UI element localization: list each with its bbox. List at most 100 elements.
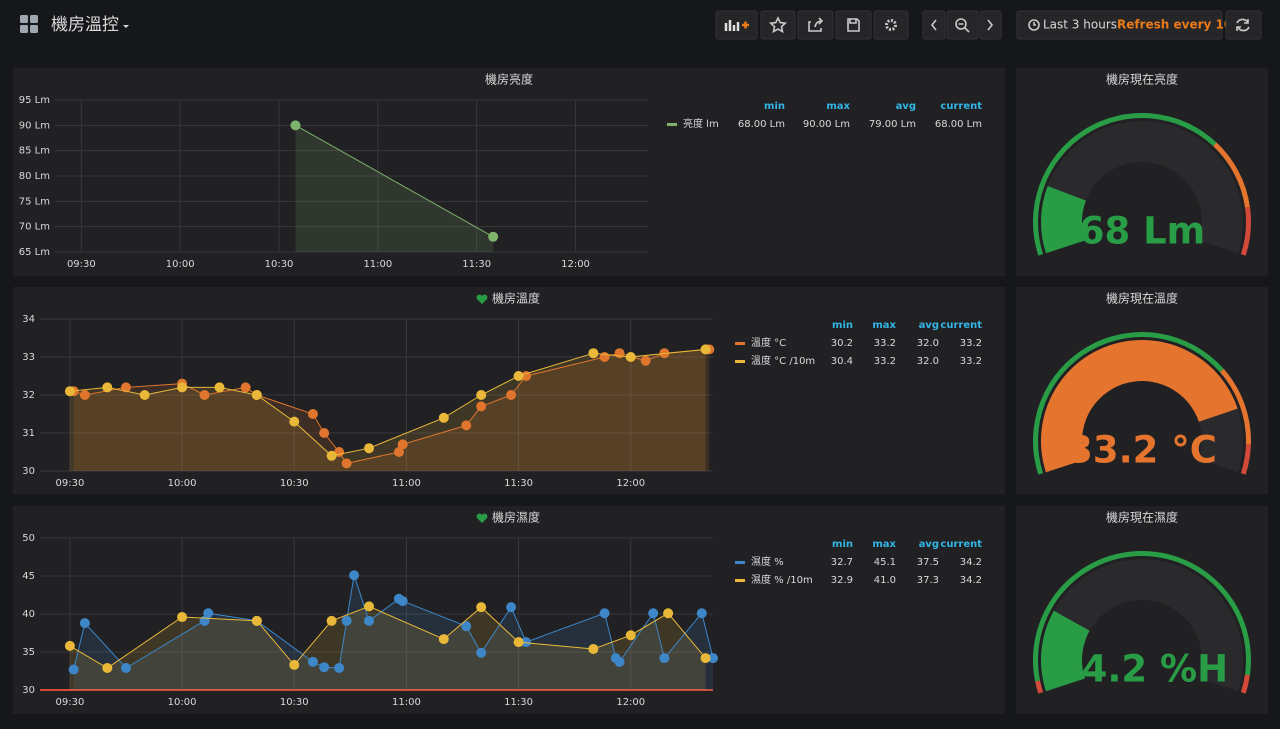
refresh-button[interactable]: [1225, 10, 1262, 40]
legend-header: min: [832, 320, 853, 331]
point: [397, 439, 408, 450]
legend-value: 33.2: [960, 356, 982, 367]
legend-value: 79.00 Lm: [869, 119, 916, 130]
point: [349, 570, 360, 581]
icon: [930, 19, 937, 31]
y-tick-label: 40: [22, 609, 35, 620]
legend-value: 33.2: [874, 338, 896, 349]
panel-title: 機房現在亮度: [1106, 72, 1178, 87]
y-tick-label: 80 Lm: [19, 171, 50, 182]
save-button[interactable]: [835, 10, 872, 40]
y-tick-label: 33: [22, 352, 35, 363]
point: [307, 656, 318, 667]
point: [663, 608, 674, 619]
legend-value: 37.5: [917, 557, 939, 568]
point: [341, 458, 352, 469]
point: [708, 653, 718, 664]
y-tick-label: 35: [22, 647, 35, 658]
legend-header: min: [764, 101, 785, 112]
time-picker[interactable]: [1016, 10, 1223, 40]
y-tick-label: 32: [22, 390, 35, 401]
zoom-out-button[interactable]: [946, 10, 979, 40]
point: [513, 371, 524, 381]
x-tick-label: 11:00: [392, 697, 421, 708]
point: [640, 355, 651, 366]
point: [79, 390, 90, 400]
alert-heart: [476, 513, 488, 523]
dashboard-icon[interactable]: [20, 15, 38, 33]
series-line: [295, 124, 494, 238]
point: [251, 390, 262, 400]
point: [521, 637, 532, 648]
point: [659, 653, 670, 664]
point: [177, 612, 188, 623]
dashboard-title[interactable]: 機房溫控: [51, 15, 119, 35]
refresh-interval[interactable]: Refresh every 10s: [1117, 18, 1239, 32]
point: [199, 390, 210, 400]
legend-value: 45.1: [874, 557, 896, 568]
x-tick-label: 09:30: [55, 478, 84, 489]
legend-value: 68.00 Lm: [738, 119, 785, 130]
x-tick-label: 10:30: [265, 259, 294, 270]
threshold-band: [1240, 674, 1250, 694]
legend-header: current: [940, 539, 982, 550]
point: [476, 647, 487, 658]
gauge-value-label: 68 Lm: [1079, 210, 1206, 253]
point: [120, 662, 131, 673]
point: [290, 120, 301, 131]
series-line: [69, 605, 706, 669]
y-tick-label: 30: [22, 466, 35, 477]
gauge-value-label: 33.2 °C: [1067, 429, 1217, 472]
y-tick-label: 50: [22, 533, 35, 544]
y-tick-label: 34: [22, 314, 35, 325]
gauge-track: [1041, 559, 1244, 692]
point: [251, 615, 262, 626]
x-tick-label: 11:00: [363, 259, 392, 270]
icon: [808, 17, 824, 32]
point: [326, 450, 337, 461]
x-tick-label: 09:30: [55, 697, 84, 708]
point: [700, 653, 711, 664]
icon: [768, 16, 788, 34]
point: [393, 447, 404, 457]
forward-button[interactable]: [979, 10, 1002, 40]
icon: [955, 18, 967, 30]
star-button[interactable]: [760, 10, 796, 40]
point: [438, 412, 449, 423]
point: [461, 420, 472, 431]
alert-heart: [476, 294, 488, 304]
point: [588, 643, 599, 654]
legend-value: 30.4: [831, 356, 853, 367]
legend-value: 30.2: [831, 338, 853, 349]
point: [506, 602, 517, 613]
y-tick-label: 65 Lm: [19, 247, 50, 258]
legend-swatch: [667, 123, 677, 126]
back-button[interactable]: [922, 10, 946, 40]
icon: [958, 23, 970, 33]
icon: [987, 19, 994, 31]
add-panel-button[interactable]: [715, 10, 758, 40]
panel-title: 機房現在濕度: [1106, 510, 1178, 525]
point: [139, 390, 150, 400]
area: [73, 575, 713, 690]
point: [397, 596, 408, 607]
gauge-value: [1040, 339, 1238, 473]
gauge-value: [1041, 186, 1086, 254]
point: [476, 401, 487, 412]
point: [289, 416, 300, 427]
legend-value: 33.2: [960, 338, 982, 349]
x-tick-label: 10:00: [168, 697, 197, 708]
caret[interactable]: [123, 25, 129, 28]
point: [341, 615, 352, 626]
point: [438, 634, 449, 645]
point: [700, 344, 711, 355]
point: [513, 637, 524, 648]
time-range[interactable]: Last 3 hours: [1043, 18, 1117, 32]
y-tick-label: 85 Lm: [19, 146, 50, 157]
panel-title: 機房濕度: [492, 510, 540, 525]
panel: [13, 68, 1005, 276]
x-tick-label: 10:00: [168, 478, 197, 489]
area: [69, 349, 706, 471]
legend-name: 濕度 %: [751, 555, 784, 568]
settings-button[interactable]: [873, 10, 909, 40]
